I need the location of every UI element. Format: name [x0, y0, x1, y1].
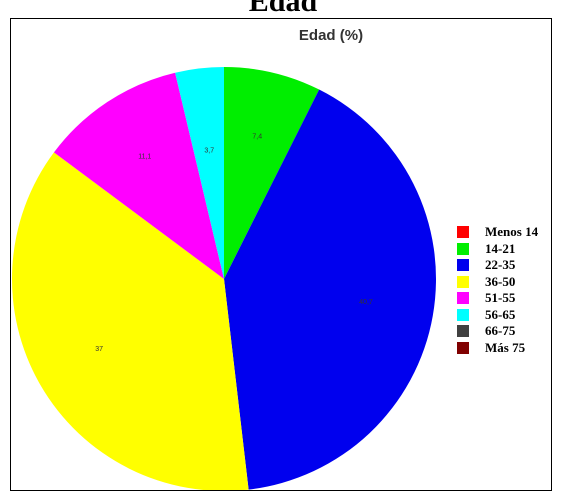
chart-legend: Menos 14 14-21 22-35 36-50 51-55 56-65 66-75 Má… [457, 224, 538, 356]
legend-item: Menos 14 [457, 224, 538, 241]
pie-slice-22-35 [224, 89, 436, 490]
pie-slice-label: 3,7 [204, 148, 214, 155]
legend-label: 14-21 [485, 240, 516, 256]
legend-swatch [457, 341, 469, 354]
pie-slice-label: 37 [95, 346, 103, 353]
pie-slice-51-55 [53, 72, 224, 279]
legend-label: 51-55 [485, 290, 516, 306]
legend-label: 66-75 [485, 323, 516, 339]
legend-item: 22-35 [457, 257, 538, 274]
legend-label: 22-35 [485, 257, 516, 273]
legend-item: 66-75 [457, 323, 538, 340]
legend-label: Más 75 [485, 339, 526, 355]
legend-item: Más 75 [457, 340, 538, 357]
legend-item: 36-50 [457, 274, 538, 291]
legend-swatch [457, 226, 469, 239]
page-title: Edad [248, 0, 318, 18]
pie-slice-14-21 [224, 67, 320, 279]
pie-slice-36-50 [12, 152, 249, 490]
chart-title: Edad (%) [298, 27, 364, 44]
legend-swatch [457, 308, 469, 321]
legend-swatch [457, 275, 469, 288]
legend-label: 56-65 [485, 306, 516, 322]
legend-swatch [457, 325, 469, 338]
pie-chart: 7,4 40,7 37 11,1 3,7 [12, 67, 436, 490]
legend-label: Menos 14 [485, 224, 539, 240]
legend-item: 51-55 [457, 290, 538, 307]
legend-swatch [457, 242, 469, 255]
pie-slice-label: 11,1 [138, 154, 151, 161]
legend-swatch [457, 292, 469, 305]
legend-item: 14-21 [457, 241, 538, 258]
pie-slice-label: 7,4 [252, 134, 262, 141]
legend-label: 36-50 [485, 273, 516, 289]
pie-slice-label: 40,7 [359, 299, 373, 306]
chart-frame: Edad (%) 7,4 40,7 37 11,1 3,7 Menos 14 14-21 2… [10, 18, 552, 491]
legend-item: 56-65 [457, 307, 538, 324]
pie-slice-56-65 [175, 67, 224, 279]
legend-swatch [457, 259, 469, 272]
